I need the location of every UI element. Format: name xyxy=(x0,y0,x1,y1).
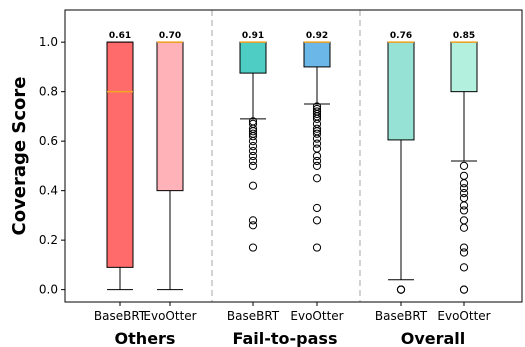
fail-to-pass-basebrt-outlier xyxy=(248,156,258,166)
fail-to-pass-evootter-outlier xyxy=(312,139,322,148)
fail-to-pass-evootter-outlier xyxy=(312,161,322,170)
fail-to-pass-basebrt-outlier xyxy=(248,151,258,161)
overall-evootter-outlier xyxy=(459,201,469,210)
y-tick-label: 0.2 xyxy=(39,233,58,247)
group-label-others: Others xyxy=(115,329,176,347)
overall-evootter-outlier xyxy=(459,243,469,252)
overall-evootter-outlier xyxy=(459,263,469,272)
y-tick-label: 0.0 xyxy=(39,283,58,297)
overall-evootter-x-tick-label: EvoOtter xyxy=(437,309,490,323)
fail-to-pass-basebrt-outlier xyxy=(248,119,258,128)
overall-evootter-outlier xyxy=(459,184,469,193)
others-basebrt-box xyxy=(106,41,134,268)
overall-evootter-outlier xyxy=(459,189,469,198)
fail-to-pass-evootter-outlier xyxy=(312,144,322,153)
fail-to-pass-basebrt-outlier xyxy=(248,117,258,126)
fail-to-pass-basebrt-outlier xyxy=(248,243,258,252)
fail-to-pass-basebrt-box xyxy=(239,41,267,74)
fail-to-pass-evootter-outlier xyxy=(312,104,322,114)
overall-evootter-outlier xyxy=(459,223,469,232)
overall-evootter-outlier xyxy=(459,206,469,215)
fail-to-pass-basebrt-outlier xyxy=(248,161,258,170)
fail-to-pass-basebrt-outlier xyxy=(248,181,258,190)
others-basebrt-x-tick-label: BaseBRT xyxy=(94,309,147,323)
labels-layer: 0.61 BaseBRT 0.70 EvoOtter Others 0.91 BaseBRT… xyxy=(94,31,491,347)
y-tick-label: 0.8 xyxy=(39,85,58,99)
group-label-fail-to-pass: Fail-to-pass xyxy=(233,329,338,347)
fail-to-pass-evootter-outlier xyxy=(312,107,322,116)
fail-to-pass-basebrt-x-tick-label: BaseBRT xyxy=(227,309,280,323)
others-basebrt-median-label: 0.61 xyxy=(109,31,131,41)
plot-frame xyxy=(64,9,523,303)
others-evootter-x-tick-label: EvoOtter xyxy=(143,309,196,323)
fail-to-pass-basebrt-outlier xyxy=(248,142,258,151)
fail-to-pass-evootter-outlier xyxy=(312,102,322,111)
overall-basebrt-x-tick-label: BaseBRT xyxy=(375,309,428,323)
fail-to-pass-evootter-outlier xyxy=(312,124,322,133)
fail-to-pass-evootter-outlier xyxy=(312,156,322,166)
boxes-layer xyxy=(106,10,478,302)
fail-to-pass-evootter-outlier xyxy=(312,151,322,161)
fail-to-pass-evootter-outlier xyxy=(312,174,322,183)
overall-evootter-outlier xyxy=(459,216,469,225)
overall-evootter-median-label: 0.85 xyxy=(453,31,475,41)
fail-to-pass-basebrt-outlier xyxy=(248,129,258,138)
fail-to-pass-evootter-outlier xyxy=(312,203,322,213)
y-axis-label: Coverage Score xyxy=(9,77,30,236)
fail-to-pass-evootter-outlier xyxy=(312,129,322,138)
fail-to-pass-basebrt-outlier xyxy=(248,216,258,225)
overall-basebrt-outlier xyxy=(396,285,406,294)
overall-evootter-outlier xyxy=(459,285,469,294)
fail-to-pass-basebrt-median-label: 0.91 xyxy=(242,31,264,41)
overall-evootter-outlier xyxy=(459,248,469,257)
fail-to-pass-evootter-outlier xyxy=(312,243,322,252)
overall-evootter-outlier xyxy=(459,161,469,170)
overall-evootter-outlier xyxy=(459,193,469,203)
y-tick-label: 1.0 xyxy=(39,35,58,49)
fail-to-pass-evootter-x-tick-label: EvoOtter xyxy=(290,309,343,323)
fail-to-pass-evootter-outlier xyxy=(312,216,322,225)
fail-to-pass-basebrt-outlier xyxy=(248,221,258,230)
fail-to-pass-basebrt-outlier xyxy=(248,146,258,156)
y-tick-label: 0.6 xyxy=(39,134,58,148)
overall-evootter-outlier xyxy=(459,179,469,188)
group-label-overall: Overall xyxy=(401,329,466,347)
others-evootter-median-label: 0.70 xyxy=(159,31,181,41)
overall-evootter-outlier xyxy=(459,171,469,180)
y-tick-label: 0.4 xyxy=(39,184,58,198)
y-axis-ticks: 0.0 0.2 0.4 0.6 0.8 1.0 xyxy=(39,35,65,297)
fail-to-pass-evootter-median-label: 0.92 xyxy=(306,31,328,41)
overall-evootter-box xyxy=(450,41,478,93)
others-evootter-box xyxy=(156,41,184,192)
fail-to-pass-evootter-box xyxy=(303,41,331,68)
overall-basebrt-median-label: 0.76 xyxy=(390,31,412,41)
overall-basebrt-box xyxy=(387,41,415,141)
